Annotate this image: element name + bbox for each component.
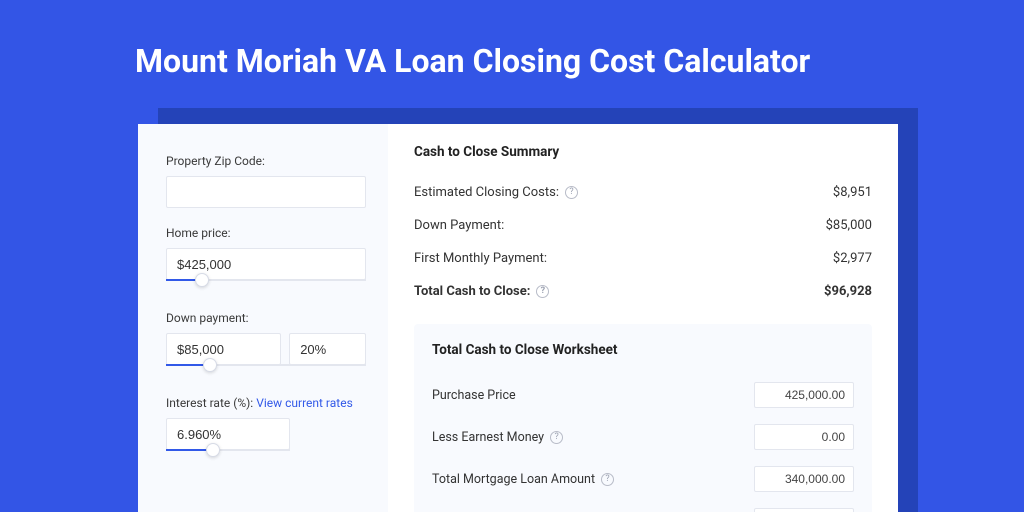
worksheet-panel: Total Cash to Close Worksheet Purchase P… — [414, 324, 872, 512]
summary-row-label: Estimated Closing Costs: — [414, 185, 559, 200]
summary-total-value: $96,928 — [824, 284, 872, 299]
worksheet-row-label: Total Mortgage Loan Amount — [432, 472, 595, 487]
summary-row: First Monthly Payment: $2,977 — [414, 242, 872, 275]
down-payment-percent-input[interactable] — [289, 333, 366, 365]
summary-panel: Cash to Close Summary Estimated Closing … — [414, 144, 872, 308]
worksheet-row: Total Second Mortgage Amount? — [432, 500, 854, 512]
worksheet-row: Purchase Price — [432, 374, 854, 416]
summary-total-row: Total Cash to Close: ? $96,928 — [414, 275, 872, 308]
zip-field: Property Zip Code: — [166, 154, 366, 208]
home-price-field: Home price: — [166, 226, 366, 293]
summary-title: Cash to Close Summary — [414, 144, 872, 160]
interest-rate-field: Interest rate (%): View current rates — [166, 396, 366, 463]
interest-rate-slider[interactable] — [166, 449, 290, 463]
home-price-slider[interactable] — [166, 279, 366, 293]
zip-label: Property Zip Code: — [166, 154, 366, 168]
down-payment-slider[interactable] — [166, 364, 366, 378]
worksheet-row: Less Earnest Money? — [432, 416, 854, 458]
summary-row: Estimated Closing Costs:? $8,951 — [414, 176, 872, 209]
results-content: Cash to Close Summary Estimated Closing … — [388, 124, 898, 512]
worksheet-row: Total Mortgage Loan Amount? — [432, 458, 854, 500]
help-icon[interactable]: ? — [565, 186, 578, 199]
interest-rate-input[interactable] — [166, 418, 290, 450]
inputs-sidebar: Property Zip Code: Home price: Down paym… — [138, 124, 388, 512]
down-payment-field: Down payment: — [166, 311, 366, 378]
worksheet-row-label: Purchase Price — [432, 388, 516, 403]
worksheet-value-input[interactable] — [754, 466, 854, 492]
zip-input[interactable] — [166, 176, 366, 208]
down-payment-input[interactable] — [166, 333, 281, 365]
summary-row-value: $85,000 — [826, 218, 872, 233]
view-rates-link[interactable]: View current rates — [256, 396, 353, 410]
worksheet-row-label: Less Earnest Money — [432, 430, 544, 445]
page-title: Mount Moriah VA Loan Closing Cost Calcul… — [0, 0, 1024, 80]
interest-rate-label: Interest rate (%): View current rates — [166, 396, 366, 410]
summary-row-label: First Monthly Payment: — [414, 251, 547, 266]
summary-row-value: $2,977 — [833, 251, 872, 266]
home-price-label: Home price: — [166, 226, 366, 240]
help-icon[interactable]: ? — [550, 431, 563, 444]
help-icon[interactable]: ? — [536, 285, 549, 298]
summary-row-value: $8,951 — [833, 185, 872, 200]
calculator-card: Property Zip Code: Home price: Down paym… — [138, 124, 898, 512]
worksheet-title: Total Cash to Close Worksheet — [432, 342, 854, 358]
summary-row-label: Down Payment: — [414, 218, 504, 233]
down-payment-label: Down payment: — [166, 311, 366, 325]
summary-total-label: Total Cash to Close: — [414, 284, 530, 299]
summary-row: Down Payment: $85,000 — [414, 209, 872, 242]
worksheet-value-input[interactable] — [754, 382, 854, 408]
worksheet-value-input[interactable] — [754, 508, 854, 512]
help-icon[interactable]: ? — [601, 473, 614, 486]
worksheet-value-input[interactable] — [754, 424, 854, 450]
